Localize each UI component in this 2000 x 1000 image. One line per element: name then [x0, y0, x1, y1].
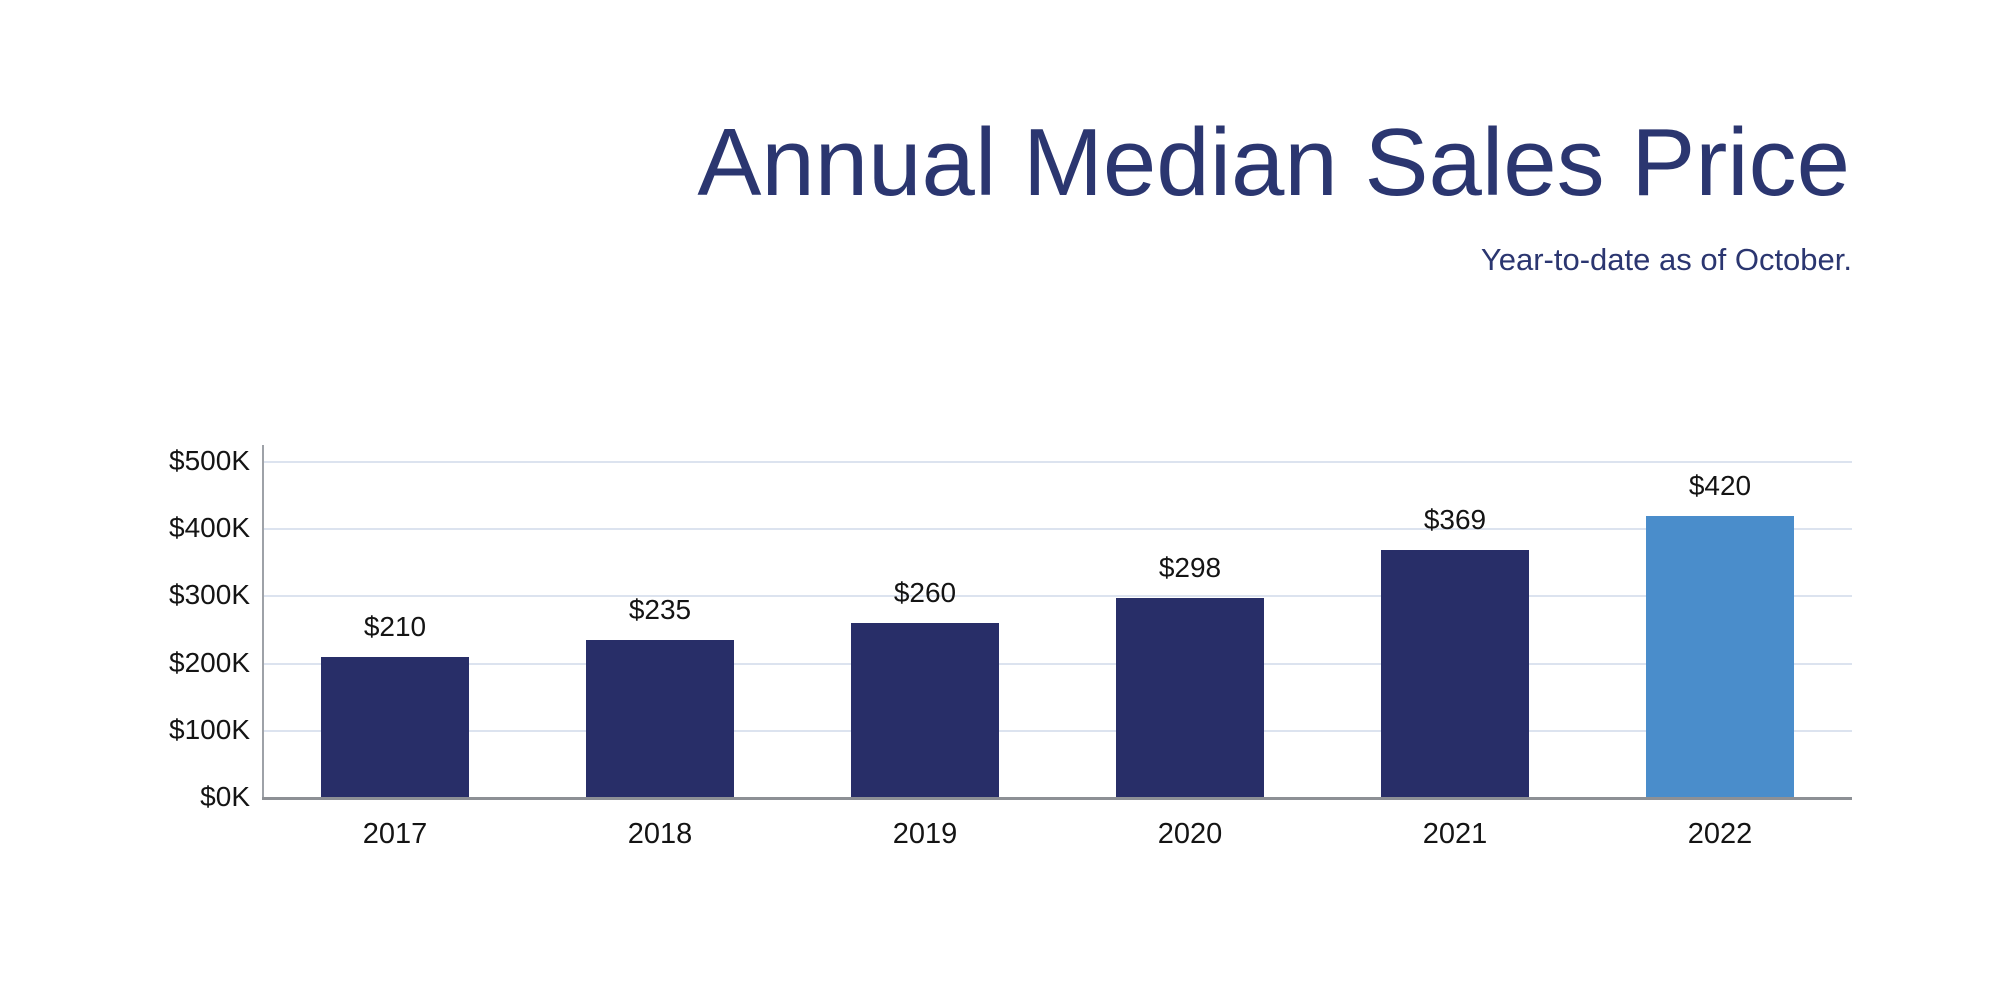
y-axis-line: [262, 445, 264, 800]
y-axis-tick-label: $300K: [169, 579, 250, 611]
bar-2021: [1381, 550, 1529, 798]
y-axis-tick-label: $400K: [169, 512, 250, 544]
gridline-$500K: [262, 461, 1852, 463]
gridline-$300K: [262, 595, 1852, 598]
bar-2022: [1646, 516, 1794, 798]
y-axis-tick-label: $0K: [200, 781, 250, 812]
bar-2020: [1116, 598, 1264, 798]
x-axis-tick-label: 2017: [362, 818, 428, 850]
bar-value-label: $210: [363, 611, 427, 642]
bar-value-label: $260: [893, 577, 957, 608]
bar-value-label: $369: [1423, 504, 1487, 535]
x-axis-line: [262, 797, 1852, 800]
chart-title: Annual Median Sales Price: [697, 109, 1850, 216]
bar-2019: [851, 623, 999, 798]
y-axis-tick-label: $500K: [169, 445, 250, 476]
x-axis-tick-label: 2022: [1687, 818, 1753, 850]
gridline-$100K: [262, 729, 1852, 732]
gridline-$200K: [262, 662, 1852, 665]
x-axis-tick-label: 2020: [1157, 818, 1223, 850]
y-axis-tick-label: $200K: [169, 646, 250, 678]
y-axis-tick-label: $100K: [169, 713, 250, 745]
bar-value-label: $235: [628, 594, 692, 625]
x-axis-tick-label: 2021: [1422, 818, 1488, 850]
bar-value-label: $420: [1688, 470, 1752, 501]
x-axis-tick-label: 2019: [892, 818, 958, 850]
bar-2017: [321, 657, 469, 798]
chart-subtitle: Year-to-date as of October.: [1480, 242, 1852, 277]
bar-2018: [586, 640, 734, 798]
gridline-$400K: [262, 528, 1852, 531]
x-axis-tick-label: 2018: [627, 818, 693, 850]
bar-value-label: $298: [1158, 552, 1222, 583]
